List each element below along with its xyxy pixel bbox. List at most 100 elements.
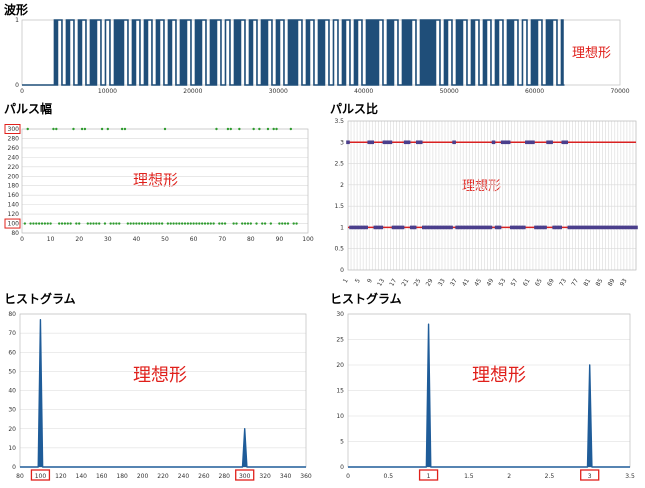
- pulse-ratio-point: [506, 140, 511, 145]
- pulse-ratio-point: [455, 225, 459, 230]
- pulse-ratio-point: [452, 140, 456, 145]
- pulse-width-point: [175, 222, 178, 225]
- pulse-width-point: [57, 222, 61, 225]
- pulse-ratio-point: [631, 225, 635, 230]
- pulse-width-point: [166, 222, 170, 225]
- pulse-width-point: [23, 222, 27, 225]
- pulse-width-y-tick-label: 100: [8, 221, 20, 228]
- pulse-width-point: [60, 222, 64, 225]
- pulse-ratio-point: [628, 225, 632, 230]
- pulse-ratio-point: [361, 225, 365, 230]
- pulse-width-point: [295, 222, 298, 225]
- pulse-ratio-point: [606, 225, 611, 230]
- histogram-ratio-x-tick-label: 0: [346, 473, 350, 480]
- pulse-width-point: [78, 222, 81, 225]
- pulse-ratio-point: [634, 225, 638, 230]
- pulse-ratio-point: [449, 225, 453, 230]
- pulse-width-point: [155, 222, 158, 225]
- histogram-width-x-tick-label: 320: [259, 473, 271, 480]
- pulse-width-y-tick-label: 120: [8, 211, 20, 218]
- pulse-ratio-y-tick-label: 1.5: [334, 203, 344, 210]
- pulse-width-x-tick-label: 80: [247, 236, 255, 243]
- pulse-width-point: [112, 222, 115, 225]
- histogram-width-y-tick-label: 20: [8, 426, 16, 433]
- pulse-ratio-x-tick-label: 5: [354, 277, 362, 284]
- histogram-width-y-tick-label: 10: [8, 445, 16, 452]
- histogram-width-y-tick-label: 40: [8, 388, 16, 395]
- pulse-ratio-x-tick-label: 53: [497, 277, 507, 287]
- pulse-width-point: [55, 127, 58, 131]
- pulse-ratio-point: [388, 140, 393, 145]
- pulse-ratio-point: [525, 140, 529, 145]
- pulse-ratio-point: [597, 225, 602, 230]
- waveform-x-tick-label: 20000: [183, 88, 202, 95]
- histogram-ratio-y-tick-label: 15: [336, 388, 344, 395]
- pulse-ratio-point: [382, 140, 387, 145]
- pulse-ratio-point: [415, 140, 420, 145]
- histogram-ratio-chart: 0 5 10 15 20 25 30 0 0.5 1 1.5 2 2.5 3 3.5: [336, 311, 635, 481]
- chart-title-histogram-ratio: ヒストグラム: [330, 291, 402, 306]
- histogram-ratio-x-tick-label: 0.5: [384, 473, 394, 480]
- pulse-width-point: [52, 127, 55, 131]
- pulse-width-point: [232, 222, 235, 225]
- pulse-ratio-point: [546, 140, 550, 145]
- pulse-width-point: [212, 222, 215, 225]
- pulse-ratio-point: [582, 225, 587, 230]
- pulse-width-point: [195, 222, 198, 225]
- histogram-ratio-highlight-box: [418, 469, 439, 481]
- pulse-width-point: [266, 127, 270, 131]
- annotation-histogram-ratio: 理想形: [472, 365, 526, 386]
- pulse-width-point: [249, 222, 252, 225]
- pulse-ratio-point: [479, 225, 484, 230]
- pulse-width-point: [281, 222, 284, 225]
- pulse-width-point: [40, 222, 44, 225]
- pulse-ratio-point: [528, 140, 532, 145]
- pulse-ratio-point: [394, 225, 399, 230]
- pulse-ratio-point: [418, 140, 423, 145]
- pulse-width-point: [72, 127, 75, 131]
- pulse-ratio-x-tick-label: 33: [437, 277, 447, 287]
- pulse-width-point: [158, 222, 161, 225]
- pulse-width-point: [178, 222, 181, 225]
- pulse-width-point: [215, 127, 218, 131]
- pulse-ratio-point: [355, 225, 359, 230]
- pulse-width-x-tick-label: 40: [133, 236, 141, 243]
- pulse-ratio-y-tick-label: 3: [340, 139, 344, 146]
- pulse-width-point: [138, 222, 141, 225]
- histogram-width-highlight-box: [235, 469, 255, 481]
- pulse-width-point: [146, 222, 150, 225]
- pulse-width-point: [200, 222, 204, 225]
- histogram-width-x-tick-label: 180: [116, 473, 128, 480]
- pulse-ratio-point: [397, 225, 402, 230]
- pulse-width-point: [89, 222, 92, 225]
- histogram-width-x-tick-label: 360: [300, 473, 312, 480]
- histogram-ratio-line: [348, 323, 630, 468]
- histogram-width-y-tick-label: 80: [8, 311, 16, 318]
- pulse-ratio-point: [482, 225, 487, 230]
- pulse-ratio-x-tick-label: 57: [510, 277, 520, 287]
- pulse-width-point: [180, 222, 184, 225]
- pulse-width-point: [143, 222, 147, 225]
- pulse-width-point: [163, 127, 167, 131]
- histogram-ratio-x-tick-label: 2.5: [545, 473, 555, 480]
- waveform-x-tick-label: 40000: [354, 88, 373, 95]
- annotation-histogram-width: 理想形: [133, 365, 187, 386]
- pulse-ratio-x-tick-label: 17: [388, 277, 398, 287]
- pulse-ratio-point: [576, 225, 581, 230]
- pulse-width-point: [261, 222, 264, 225]
- pulse-ratio-point: [346, 140, 350, 145]
- waveform-x-tick-label: 10000: [98, 88, 117, 95]
- pulse-width-highlight-box: [4, 124, 21, 134]
- pulse-ratio-x-tick-label: 25: [413, 277, 423, 287]
- pulse-width-point: [183, 222, 187, 225]
- pulse-ratio-point: [619, 225, 623, 230]
- histogram-ratio-y-tick-label: 30: [336, 311, 344, 318]
- pulse-ratio-point: [531, 140, 535, 145]
- pulse-width-y-tick-label: 200: [8, 173, 20, 180]
- pulse-ratio-point: [600, 225, 605, 230]
- pulse-width-point: [100, 127, 104, 131]
- histogram-width-x-tick-label: 220: [157, 473, 169, 480]
- pulse-ratio-point: [443, 225, 447, 230]
- pulse-ratio-point: [412, 225, 417, 230]
